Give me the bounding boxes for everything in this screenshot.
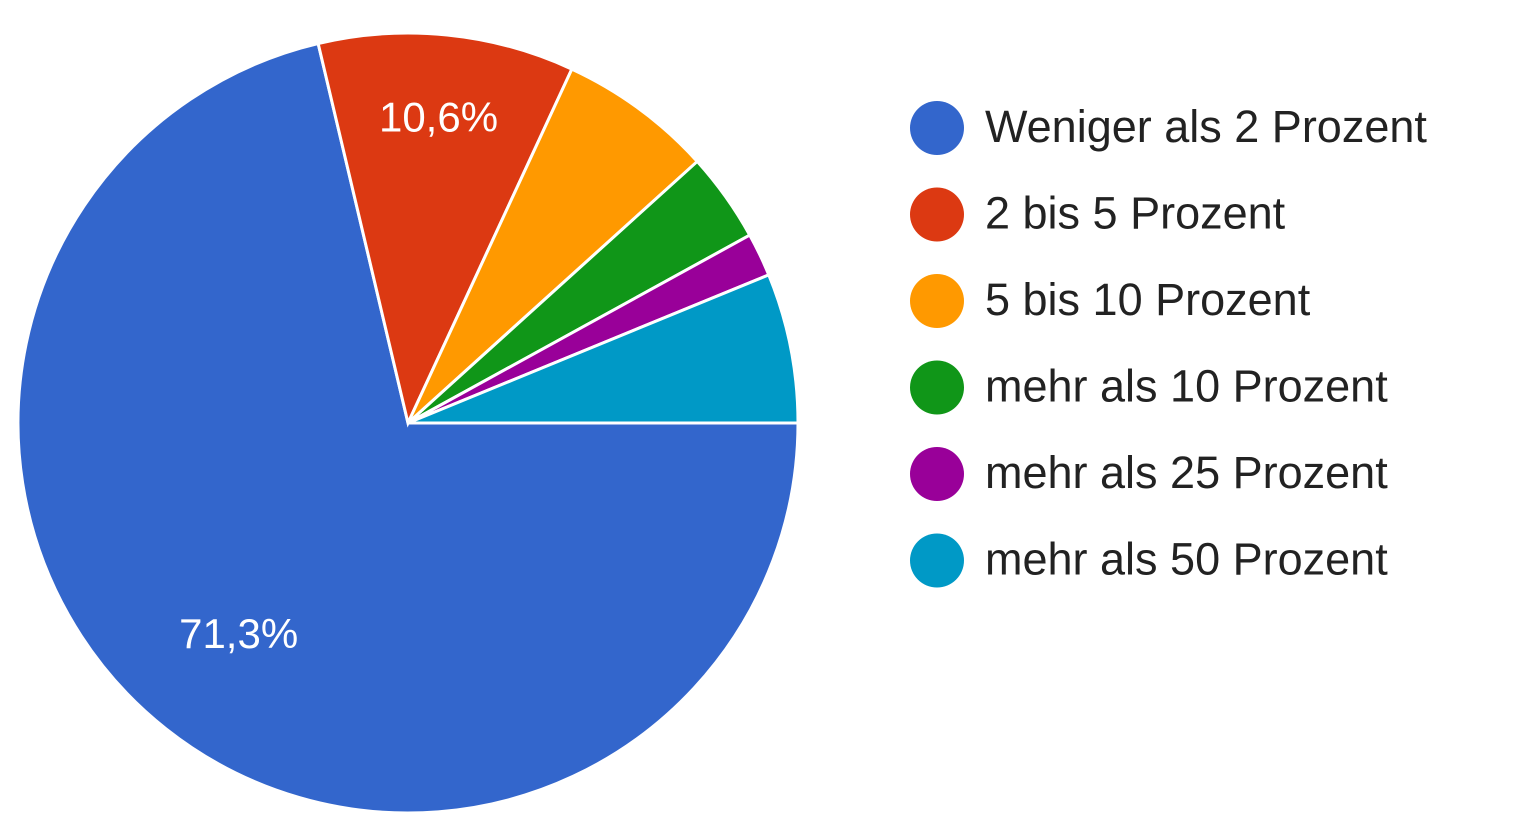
- pie-slice: [316, 31, 574, 428]
- legend-label: Weniger als 2 Prozent: [985, 101, 1427, 152]
- pie-slice: [406, 67, 700, 425]
- legend-swatch: [910, 274, 964, 328]
- legend-label: mehr als 50 Prozent: [985, 533, 1388, 584]
- value-label: 71,3%: [179, 610, 298, 657]
- value-label: 10,6%: [379, 93, 498, 140]
- pie-slice: [407, 272, 800, 425]
- pie-slice: [16, 41, 800, 815]
- legend-label: mehr als 10 Prozent: [985, 360, 1388, 411]
- legend-swatch: [910, 360, 964, 415]
- legend-swatch: [910, 447, 964, 501]
- legend-swatch: [910, 101, 964, 155]
- legend-swatch: [910, 533, 964, 588]
- legend-label: 5 bis 10 Prozent: [985, 274, 1311, 325]
- legend-swatch: [910, 187, 964, 242]
- legend-label: mehr als 25 Prozent: [985, 447, 1388, 498]
- legend-label: 2 bis 5 Prozent: [985, 187, 1286, 238]
